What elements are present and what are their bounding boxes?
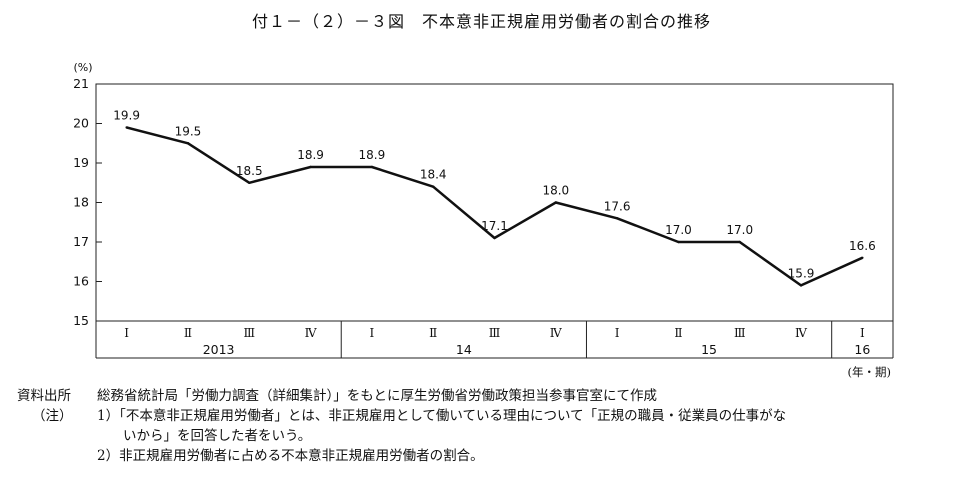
note2-text: 2）非正規雇用労働者に占める不本意非正規雇用労働者の割合。 xyxy=(97,448,484,464)
data-point xyxy=(738,240,741,244)
series-line xyxy=(126,126,863,287)
data-point xyxy=(186,142,190,145)
x-tick-label: Ⅱ xyxy=(429,326,437,340)
x-tick-label: Ⅲ xyxy=(243,326,255,340)
data-label: 18.4 xyxy=(420,168,447,182)
x-tick-label: Ⅰ xyxy=(124,326,129,340)
year-label: 15 xyxy=(701,342,717,357)
data-label: 16.6 xyxy=(849,239,876,253)
chart-title: 付１－（２）－３図 不本意非正規雇用労働者の割合の推移 xyxy=(251,12,711,31)
y-tick-label: 20 xyxy=(73,116,89,131)
data-label: 18.0 xyxy=(542,184,569,198)
data-point xyxy=(493,236,496,240)
y-tick-label: 21 xyxy=(73,76,89,91)
line-chart: 15 16 17 18 19 20 21 (%) Ⅰ Ⅱ Ⅲ Ⅳ Ⅰ Ⅱ Ⅲ Ⅳ Ⅰ Ⅱ Ⅲ Ⅳ Ⅰ 2013 14 15 16… xyxy=(73,61,894,379)
y-tick-label: 15 xyxy=(73,313,89,328)
x-tick-label: Ⅱ xyxy=(674,326,682,340)
data-label: 17.0 xyxy=(665,223,692,237)
x-tick-label: Ⅲ xyxy=(734,326,746,340)
y-tick-label: 17 xyxy=(73,234,89,249)
data-label: 17.6 xyxy=(604,199,631,213)
x-tick-label: Ⅰ xyxy=(860,326,865,340)
y-axis-unit: (%) xyxy=(73,61,92,74)
data-point xyxy=(248,181,251,184)
data-label: 15.9 xyxy=(788,266,815,280)
x-tick-label: Ⅳ xyxy=(550,326,563,340)
year-label: 14 xyxy=(456,342,472,357)
y-tick-label: 19 xyxy=(73,155,89,170)
data-label: 17.1 xyxy=(481,219,508,233)
note1-continuation-row: いから」を回答した者をいう。 xyxy=(0,426,963,446)
note1-line1: 1）「不本意非正規雇用労働者」とは、非正規雇用として働いている理由について「正規… xyxy=(97,408,787,424)
x-tick-label: Ⅳ xyxy=(305,326,318,340)
data-label: 18.9 xyxy=(359,148,386,162)
data-point xyxy=(554,201,558,204)
note2-row: 2）非正規雇用労働者に占める不本意非正規雇用労働者の割合。 xyxy=(0,446,963,466)
data-label: 17.0 xyxy=(726,223,753,237)
year-label: 16 xyxy=(854,342,870,357)
data-label: 18.9 xyxy=(297,148,324,162)
y-tick-label: 18 xyxy=(73,195,89,210)
data-point xyxy=(125,126,128,129)
data-point xyxy=(615,217,619,220)
source-text: 総務省統計局「労働力調査（詳細集計）」をもとに厚生労働省労働政策担当参事官室にて… xyxy=(97,388,657,404)
source-label: 資料出所 xyxy=(17,388,71,404)
source-row: 資料出所 総務省統計局「労働力調査（詳細集計）」をもとに厚生労働省労働政策担当参… xyxy=(0,386,963,406)
x-tick-label: Ⅰ xyxy=(615,326,620,340)
data-label: 18.5 xyxy=(236,164,263,178)
notes-label: （注） xyxy=(32,408,73,424)
data-point xyxy=(677,240,680,244)
y-tick-label: 16 xyxy=(73,274,89,289)
plot-frame xyxy=(95,83,894,322)
data-label: 19.5 xyxy=(175,124,202,138)
data-point xyxy=(799,284,803,287)
data-label: 19.9 xyxy=(113,108,140,122)
notes-section: 資料出所 総務省統計局「労働力調査（詳細集計）」をもとに厚生労働省労働政策担当参… xyxy=(0,386,963,466)
x-tick-label: Ⅳ xyxy=(795,326,808,340)
x-tick-label: Ⅲ xyxy=(489,326,501,340)
x-axis-unit: (年・期) xyxy=(848,365,891,379)
note1-line2: いから」を回答した者をいう。 xyxy=(123,428,312,444)
x-tick-label: Ⅱ xyxy=(184,326,192,340)
x-tick-label: Ⅰ xyxy=(370,326,375,340)
data-point xyxy=(370,165,374,169)
data-point xyxy=(431,185,435,188)
data-point xyxy=(309,165,312,169)
year-label: 2013 xyxy=(203,342,235,357)
data-point xyxy=(861,256,864,259)
note1-row: （注） 1）「不本意非正規雇用労働者」とは、非正規雇用として働いている理由につい… xyxy=(0,406,963,426)
